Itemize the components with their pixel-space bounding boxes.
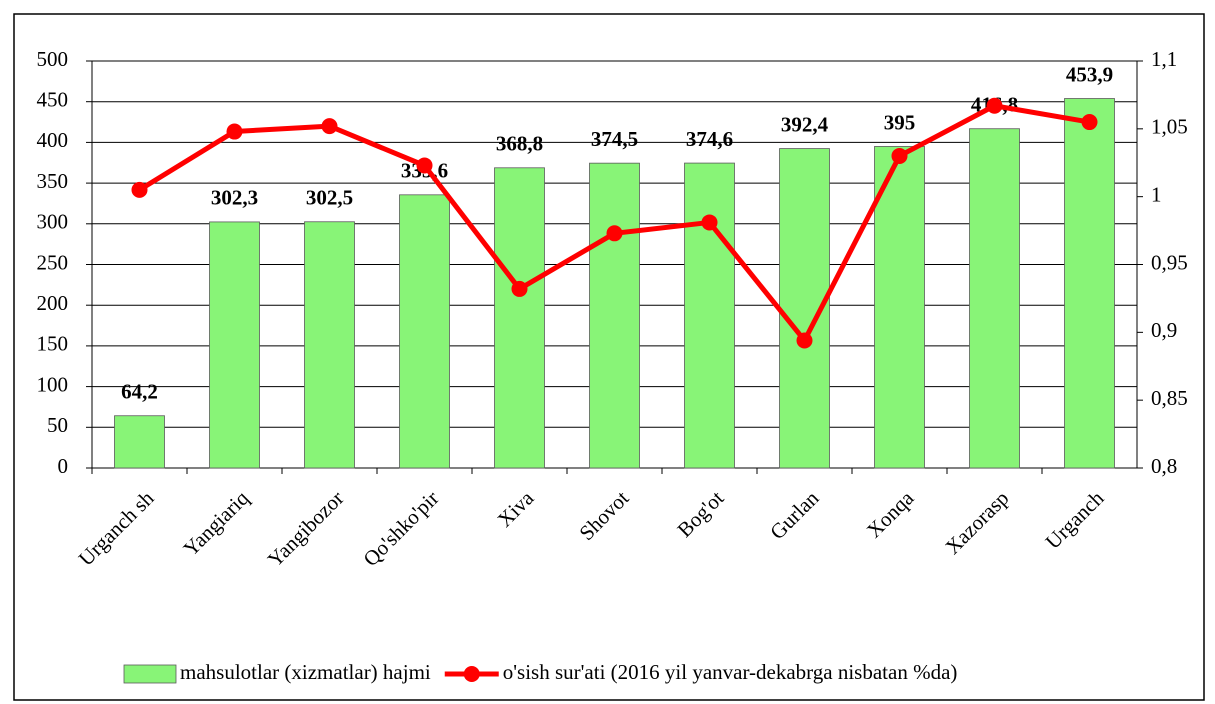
legend-swatch [123, 664, 177, 684]
y-tick-label: 350 [37, 169, 69, 193]
line-point [986, 97, 1003, 114]
data-label: 395 [884, 110, 916, 134]
data-label: 302,5 [306, 186, 353, 210]
bar [494, 167, 545, 469]
y2-tick-label: 0,8 [1151, 454, 1177, 478]
line-point [226, 123, 243, 140]
line-point [131, 181, 148, 198]
y-tick-label: 450 [37, 88, 69, 112]
bar [114, 415, 165, 469]
data-label: 302,3 [211, 186, 258, 210]
y-tick-label: 200 [37, 291, 69, 315]
y2-tick-label: 0,95 [1151, 250, 1188, 274]
y-tick-label: 0 [58, 454, 69, 478]
data-label: 374,6 [686, 127, 733, 151]
line-point [416, 157, 433, 174]
line-point [606, 225, 623, 242]
y2-tick-label: 1,05 [1151, 115, 1188, 139]
bar [589, 162, 640, 469]
line-point [891, 147, 908, 164]
y2-tick-label: 1,1 [1151, 47, 1177, 71]
line-point [701, 214, 718, 231]
data-label: 453,9 [1066, 62, 1113, 86]
y-tick-label: 500 [37, 47, 69, 71]
y-tick-label: 250 [37, 250, 69, 274]
line-point [796, 332, 813, 349]
bar [1064, 98, 1115, 469]
bar [399, 194, 450, 469]
data-label: 368,8 [496, 132, 543, 156]
bar [209, 221, 260, 469]
bar [874, 146, 925, 469]
y-tick-label: 150 [37, 332, 69, 356]
legend-label: o'sish sur'ati (2016 yil yanvar-dekabrga… [503, 660, 958, 684]
legend-swatch [463, 666, 480, 682]
y2-tick-label: 1 [1151, 182, 1162, 206]
y-tick-label: 100 [37, 372, 69, 396]
y-tick-label: 50 [47, 413, 68, 437]
y-tick-label: 300 [37, 210, 69, 234]
legend-label: mahsulotlar (xizmatlar) hajmi [180, 660, 431, 684]
data-label: 64,2 [121, 380, 158, 404]
line-point [321, 118, 338, 135]
line-point [1081, 114, 1098, 131]
bar [304, 221, 355, 469]
data-label: 374,5 [591, 127, 638, 151]
bar [684, 162, 735, 469]
data-label: 392,4 [781, 112, 829, 136]
y2-tick-label: 0,9 [1151, 318, 1177, 342]
bar [969, 128, 1020, 469]
y2-tick-label: 0,85 [1151, 386, 1188, 410]
y-tick-label: 400 [37, 128, 69, 152]
line-point [511, 280, 528, 297]
